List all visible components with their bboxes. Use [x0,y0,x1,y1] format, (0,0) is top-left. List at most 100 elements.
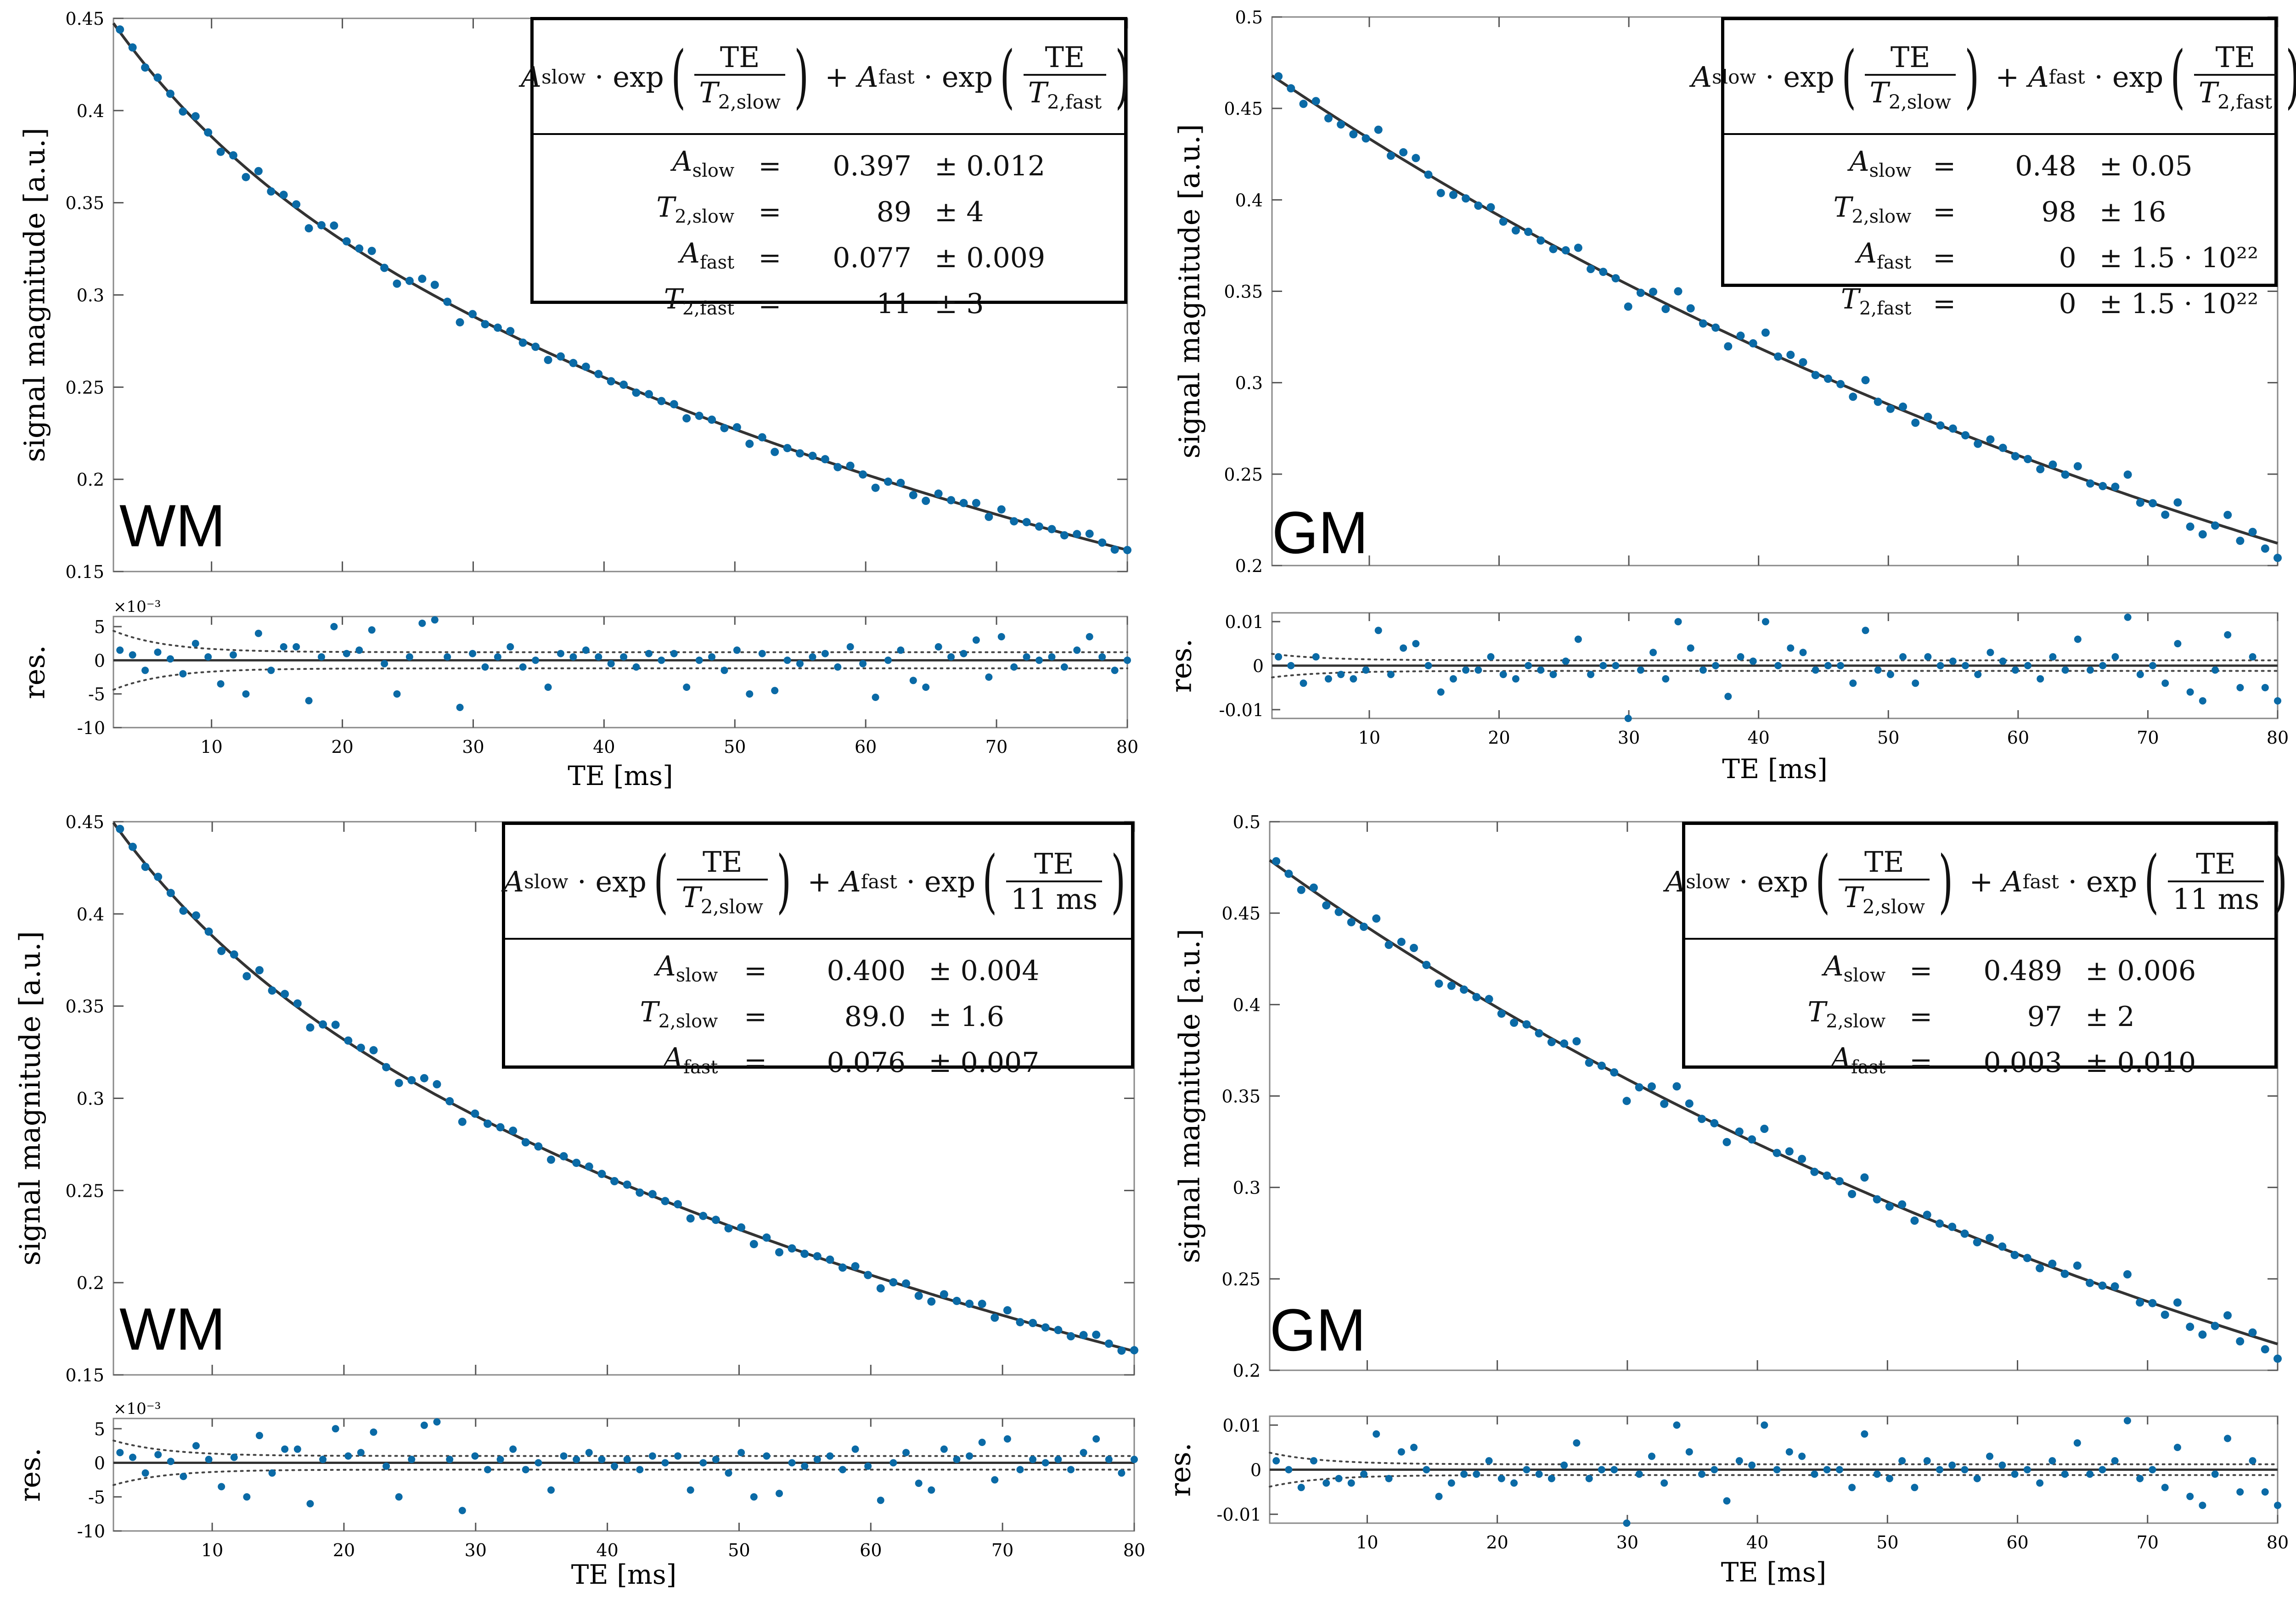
data-point [922,497,930,505]
data-point [1073,530,1081,538]
residual-point [1737,653,1745,661]
param-name: Aslow [672,146,735,181]
residual-point [2099,662,2107,669]
residual-point [648,1452,656,1460]
residual-point [813,1456,821,1463]
residual-point [408,1456,416,1463]
data-point [876,1284,885,1293]
residual-point [733,646,741,654]
fit-parameters-table: Aslow = 0.48 ± 0.05 T2,slow = 98 ± 16 Afast = 0 ± 1… [1724,143,2274,327]
residual-point [595,653,602,661]
param-equals: = [758,242,782,274]
param-equals: = [1933,196,1956,228]
data-point [2098,1281,2107,1290]
residual-point [2011,666,2019,674]
residual-point [535,1459,542,1467]
confidence-band-down [1269,1474,2279,1488]
res-y-tick-label: 0 [94,1453,105,1474]
data-point [648,1190,657,1199]
x-tick-label: 20 [331,737,353,757]
param-equals: = [744,1001,767,1033]
residual-point [859,660,867,667]
residual-point [2011,1470,2019,1478]
fit-parameter-row: Afast = 0.076 ± 0.007 [505,1040,1131,1086]
residual-point [1735,1457,1743,1465]
data-point [1711,323,1720,332]
residual-point [2111,1457,2119,1465]
residual-point [1623,1519,1631,1527]
param-error: ± 0.009 [934,242,1046,274]
residual-point [2212,666,2219,674]
residual-point [230,1453,238,1461]
x-tick-label: 10 [201,1540,223,1560]
y-tick-label: 0.45 [65,9,104,29]
data-point [813,1252,822,1261]
residual-point [522,1466,529,1474]
residual-point [496,1456,504,1463]
data-point [864,1271,872,1279]
residual-point [670,650,678,657]
res-y-tick-label: -5 [88,684,105,705]
x-axis-label: TE [ms] [1721,1557,1826,1588]
residual-axis-label: res. [18,645,51,699]
fit-parameter-row: Afast = 0.003 ± 0.010 [1685,1040,2274,1086]
residual-point [2124,613,2132,621]
fit-parameter-row: T2,slow = 97 ± 2 [1685,994,2274,1040]
residual-point [471,1452,479,1460]
residual-point [1923,1457,1931,1465]
data-point [317,221,326,230]
data-point [909,491,917,499]
data-point [1397,937,1406,946]
residual-point [991,1476,999,1484]
data-point [355,244,364,253]
residual-point [1287,662,1295,669]
data-point [1748,1135,1756,1144]
data-point [1309,883,1318,892]
data-point [1092,1330,1101,1339]
residual-point [2236,1488,2244,1496]
data-point [166,90,174,98]
residual-point [1587,671,1595,678]
residual-axes-frame [113,1418,1135,1532]
residual-point [909,677,917,684]
param-equals: = [1933,288,1956,320]
data-point [1786,351,1795,359]
data-point [2223,1311,2232,1320]
residual-point [357,1449,365,1457]
y-tick-label: 0.2 [1233,1361,1261,1381]
residual-point [1297,1484,1305,1491]
res-y-tick-label: -10 [77,718,105,738]
param-name: T2,fast [664,283,735,319]
data-point [380,263,389,272]
confidence-band-down [113,1469,1135,1486]
data-point [788,1244,796,1253]
residual-point [1999,657,2007,665]
data-point [896,478,905,487]
data-point [1104,1340,1113,1348]
residual-point [1723,1497,1731,1505]
residual-point [884,656,892,664]
res-y-tick-label: -10 [77,1521,105,1542]
region-label: GM [1272,499,1368,566]
residual-point [218,1483,225,1491]
data-point [1022,518,1031,527]
data-point [204,927,213,936]
data-point [1560,1039,1569,1048]
x-tick-label: 80 [2267,728,2289,748]
residual-point [1086,633,1093,640]
residual-point [687,1486,694,1494]
res-y-tick-label: 0.01 [1225,612,1264,632]
residual-point [1080,1449,1087,1457]
param-name: Afast [1831,1042,1886,1078]
residual-point [1812,666,1819,674]
param-value: 0.003 [1983,1047,2063,1079]
data-point [1587,265,1595,273]
data-point [129,842,137,851]
data-point [2073,1261,2082,1270]
residual-point [431,616,439,624]
y-tick-label: 0.25 [65,377,104,398]
x-tick-label: 80 [2267,1532,2289,1553]
data-point [1337,120,1345,129]
data-point [632,388,641,397]
